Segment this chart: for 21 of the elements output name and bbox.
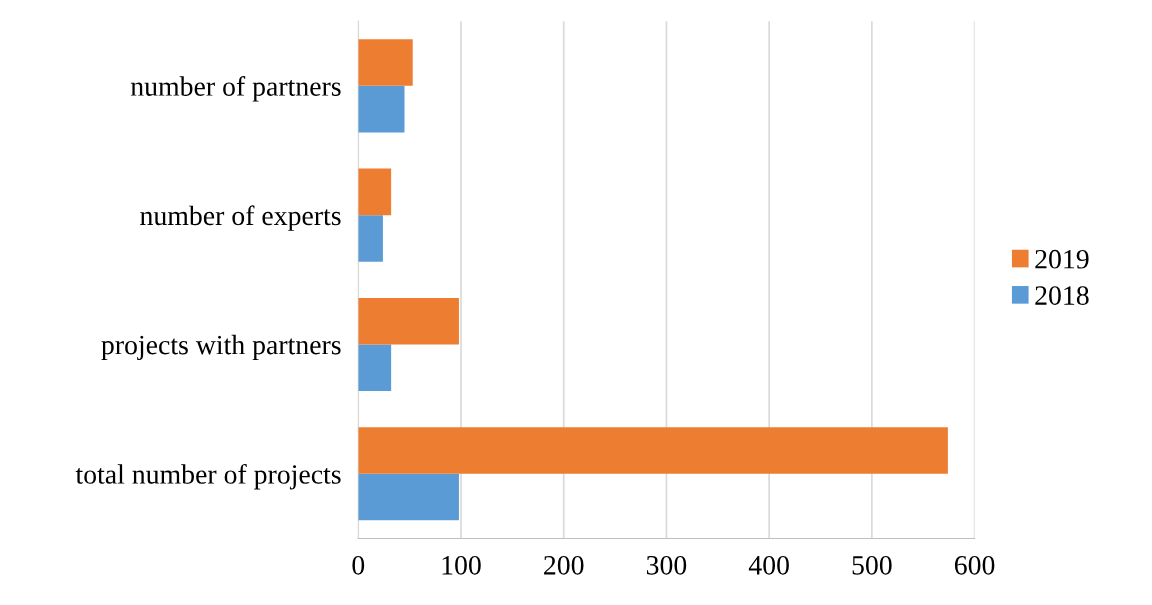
legend-label: 2018	[1035, 286, 1089, 305]
x-tick-label: 400	[748, 555, 789, 575]
x-tick-label: 200	[544, 555, 584, 575]
bar	[358, 85, 405, 133]
legend-label: 2019	[1035, 249, 1089, 269]
bar	[358, 427, 948, 474]
x-tick-label: 0	[352, 555, 365, 575]
y-tick-label: number of experts	[140, 205, 341, 231]
bar	[358, 215, 383, 262]
y-tick-label: number of partners	[130, 76, 341, 102]
bar	[358, 168, 392, 216]
bar	[358, 297, 459, 345]
y-tick-label: total number of projects	[75, 464, 341, 490]
bar	[358, 39, 413, 86]
x-tick-label: 300	[646, 555, 687, 575]
x-tick-label: 100	[442, 555, 481, 575]
bar	[358, 473, 459, 521]
x-tick-label: 600	[954, 555, 995, 575]
x-tick-label: 500	[852, 555, 892, 575]
y-tick-label: projects with partners	[101, 334, 341, 361]
bar	[358, 344, 392, 392]
